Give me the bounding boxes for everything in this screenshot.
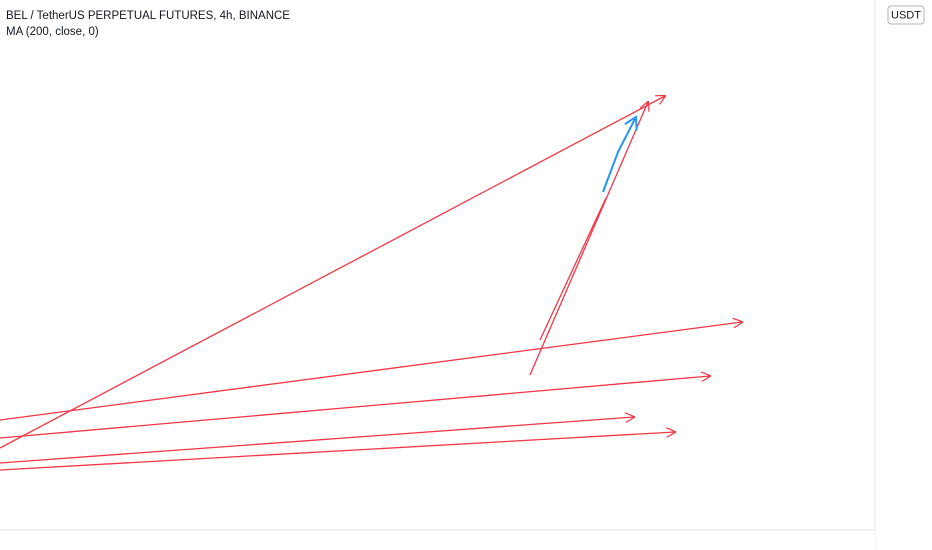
trend-line (529, 102, 648, 376)
projection-arrow (602, 117, 636, 193)
trend-line (0, 376, 710, 439)
price-axis (875, 0, 932, 550)
trend-line (539, 197, 607, 341)
currency-box[interactable] (887, 5, 925, 25)
drawings (0, 96, 742, 471)
chart-title: BEL / TetherUS PERPETUAL FUTURES, 4h, BI… (6, 10, 290, 22)
trend-line (0, 322, 742, 421)
trend-line (0, 417, 634, 464)
currency: USDT (891, 9, 921, 21)
time-axis (0, 530, 875, 550)
indicator-label: MA (200, close, 0) (6, 26, 99, 38)
trend-line (0, 432, 675, 471)
trend-line (0, 96, 665, 449)
